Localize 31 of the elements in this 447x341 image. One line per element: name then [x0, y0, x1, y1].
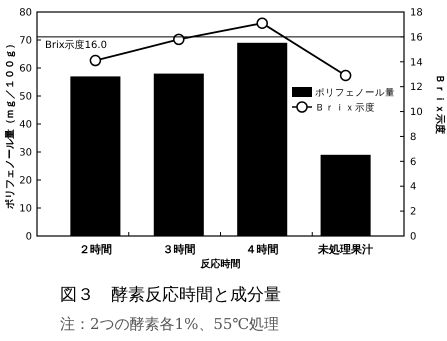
text: 注：2つの酵素各1%、55℃処理 — [60, 315, 280, 333]
legend-label: ポリフェノール量 — [315, 87, 395, 98]
y2-tick-label: 18 — [410, 8, 423, 18]
x-tick-label: ３時間 — [162, 243, 196, 256]
y-tick-label: 10 — [19, 204, 32, 214]
y-tick-label: 40 — [19, 120, 32, 130]
x-tick-label: ４時間 — [246, 243, 279, 256]
y2-tick-label: 12 — [410, 82, 423, 94]
y2-tick-label: 4 — [410, 182, 416, 193]
y2-tick-label: 16 — [410, 32, 423, 44]
ref-line-label: Brix示度16.0 — [45, 38, 107, 51]
y2-tick-label: 6 — [410, 156, 416, 168]
y-tick-label: 80 — [19, 8, 32, 18]
y-tick-label: 0 — [26, 232, 32, 242]
y-tick-label: 50 — [19, 92, 32, 102]
y-tick-label: 60 — [19, 64, 32, 74]
y-tick-label: 30 — [19, 148, 32, 158]
x-tick-label: ２時間 — [78, 243, 112, 256]
text: 図３ 酵素反応時間と成分量 — [60, 285, 281, 305]
y2-tick-label: 10 — [410, 107, 423, 118]
y2-tick-label: 14 — [410, 57, 423, 68]
x-axis-title: 反応時間 — [200, 258, 240, 270]
y2-axis-title: Ｂｒｉｘ示度 — [434, 74, 446, 134]
y-tick-label: 20 — [19, 176, 32, 186]
y-tick-label: 70 — [19, 36, 32, 46]
y-axis-title: ポリフェノール量（ｍｇ／１００ｇ） — [4, 39, 16, 210]
y2-tick-label: 2 — [410, 206, 416, 218]
x-tick-label: 未処理果汁 — [317, 243, 374, 256]
legend-label: Ｂｒｉｘ示度 — [315, 101, 375, 114]
y2-tick-label: 0 — [410, 232, 416, 242]
y2-tick-label: 8 — [410, 132, 416, 143]
